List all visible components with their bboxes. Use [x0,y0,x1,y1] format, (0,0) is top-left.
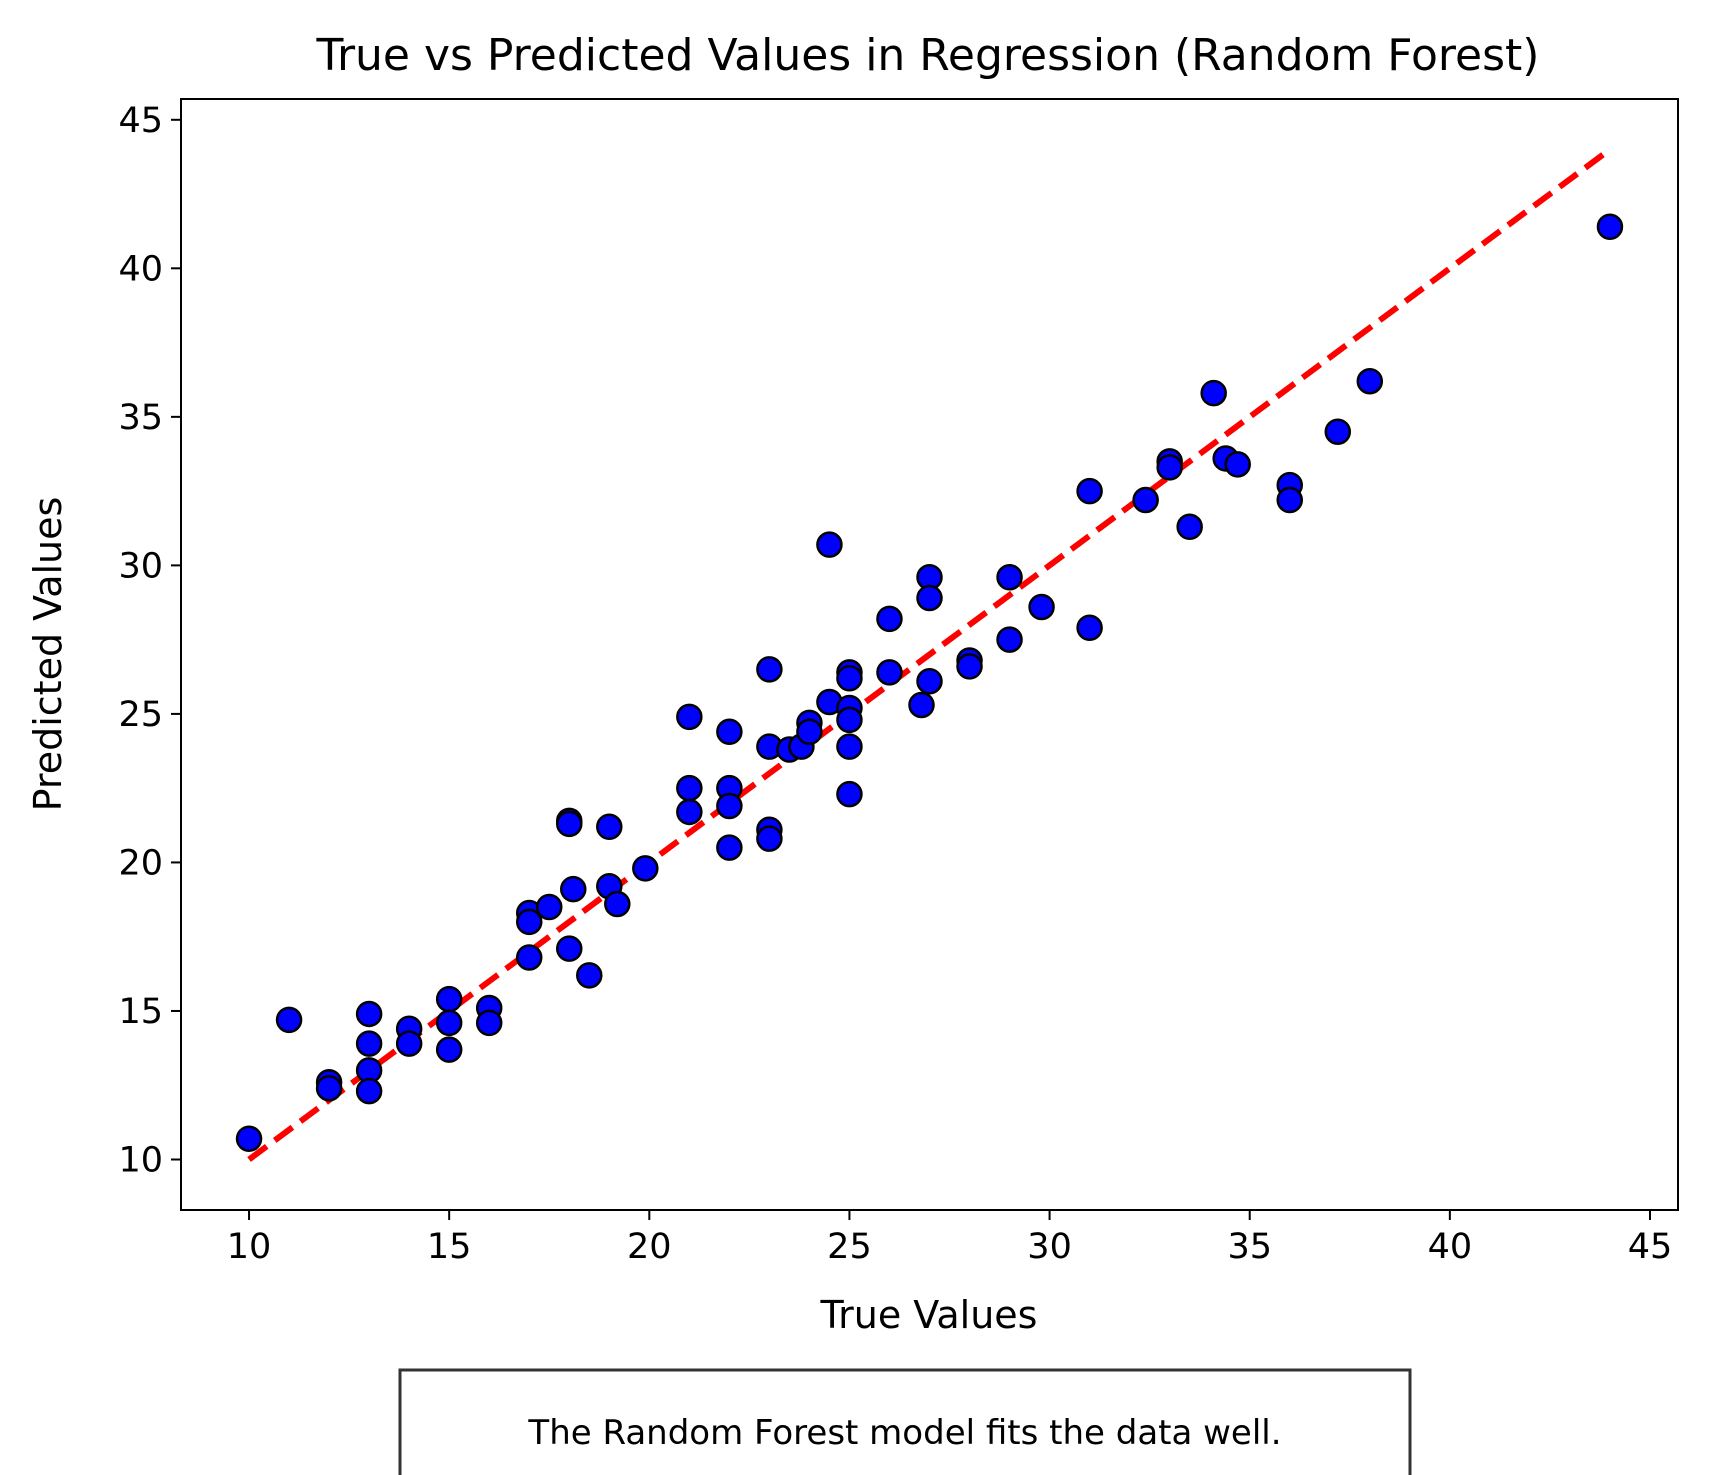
scatter-point [576,962,603,989]
scatter-point [535,893,563,921]
scatter-point [556,935,583,962]
scatter-point [1224,451,1251,478]
scatter-point [996,626,1023,653]
x-tick-label: 30 [1027,1227,1072,1267]
annotation-border [398,1368,1412,1475]
scatter-point [796,718,823,745]
scatter-point [435,1009,463,1037]
scatter-point [836,780,863,808]
scatter-point [515,944,543,971]
scatter-point [876,605,903,633]
x-tick-label: 45 [1628,1227,1673,1267]
scatter-point [676,774,703,802]
x-axis-ticks: 10 15 20 25 30 35 40 45 [227,1210,1672,1267]
x-tick-label: 10 [227,1227,272,1267]
y-tick-label: 45 [118,101,163,141]
y-tick-label: 40 [118,249,163,289]
scatter-point [716,834,743,861]
scatter-point [235,1125,263,1152]
scatter-point [916,667,943,695]
y-tick-label: 35 [118,398,163,438]
scatter-point [515,908,543,936]
scatter-point [836,706,863,734]
scatter-point [676,798,703,826]
y-tick-label: 20 [118,843,163,883]
scatter-point [756,825,783,852]
ideal-fit-line [247,147,1612,1162]
scatter-point [355,1030,383,1057]
annotation-box: The Random Forest model fits the data we… [398,1368,1412,1475]
plot-frame [180,98,1679,1211]
scatter-point [632,855,659,882]
scatter-point [395,1030,423,1057]
x-tick-label: 25 [827,1227,872,1267]
scatter-point [1176,513,1203,541]
x-tick-label: 40 [1428,1227,1473,1267]
scatter-point [716,718,743,745]
annotation-text: The Random Forest model fits the data we… [527,1413,1281,1453]
scatter-point [1156,454,1183,481]
scatter-point [435,985,463,1013]
scatter-point [816,531,843,558]
scatter-point [1596,213,1624,240]
scatter-point [355,1077,383,1105]
scatter-point [556,810,583,838]
scatter-point [475,1009,503,1037]
scatter-point [1132,486,1159,514]
x-tick-label: 20 [627,1227,672,1267]
chart-title: True vs Predicted Values in Regression (… [316,30,1540,81]
scatter-point [596,813,623,841]
scatter-point [996,564,1023,591]
scatter-point [956,653,983,680]
scatter-point [756,656,783,683]
y-tick-label: 30 [118,546,163,586]
y-axis-label: Predicted Values [26,497,70,812]
scatter-point [1324,418,1352,445]
scatter-point [836,733,863,760]
scatter-points [235,213,1624,1152]
scatter-point [716,792,743,820]
x-tick-label: 15 [427,1227,472,1267]
scatter-point [916,584,943,612]
scatter-point [676,703,703,731]
scatter-point [1028,593,1055,621]
scatter-point [435,1036,463,1063]
x-tick-label: 35 [1227,1227,1272,1267]
scatter-point [908,691,935,719]
y-tick-label: 25 [118,695,163,735]
scatter-point [1076,477,1103,505]
scatter-point [315,1074,343,1102]
y-axis-ticks: 10 15 20 25 30 35 40 45 [118,101,181,1181]
scatter-point [355,1000,383,1028]
scatter-point [1356,367,1384,395]
scatter-point [604,890,631,918]
reference-line-layer [247,147,1612,1162]
scatter-point [1200,379,1227,407]
y-tick-label: 15 [118,992,163,1032]
y-tick-label: 10 [118,1141,163,1181]
scatter-point [876,659,903,686]
scatter-point [560,875,587,903]
scatter-point [1276,486,1303,514]
scatter-point [1076,614,1103,642]
scatter-point [275,1006,303,1034]
scatter-point [836,665,863,692]
x-axis-label: True Values [820,1293,1038,1337]
